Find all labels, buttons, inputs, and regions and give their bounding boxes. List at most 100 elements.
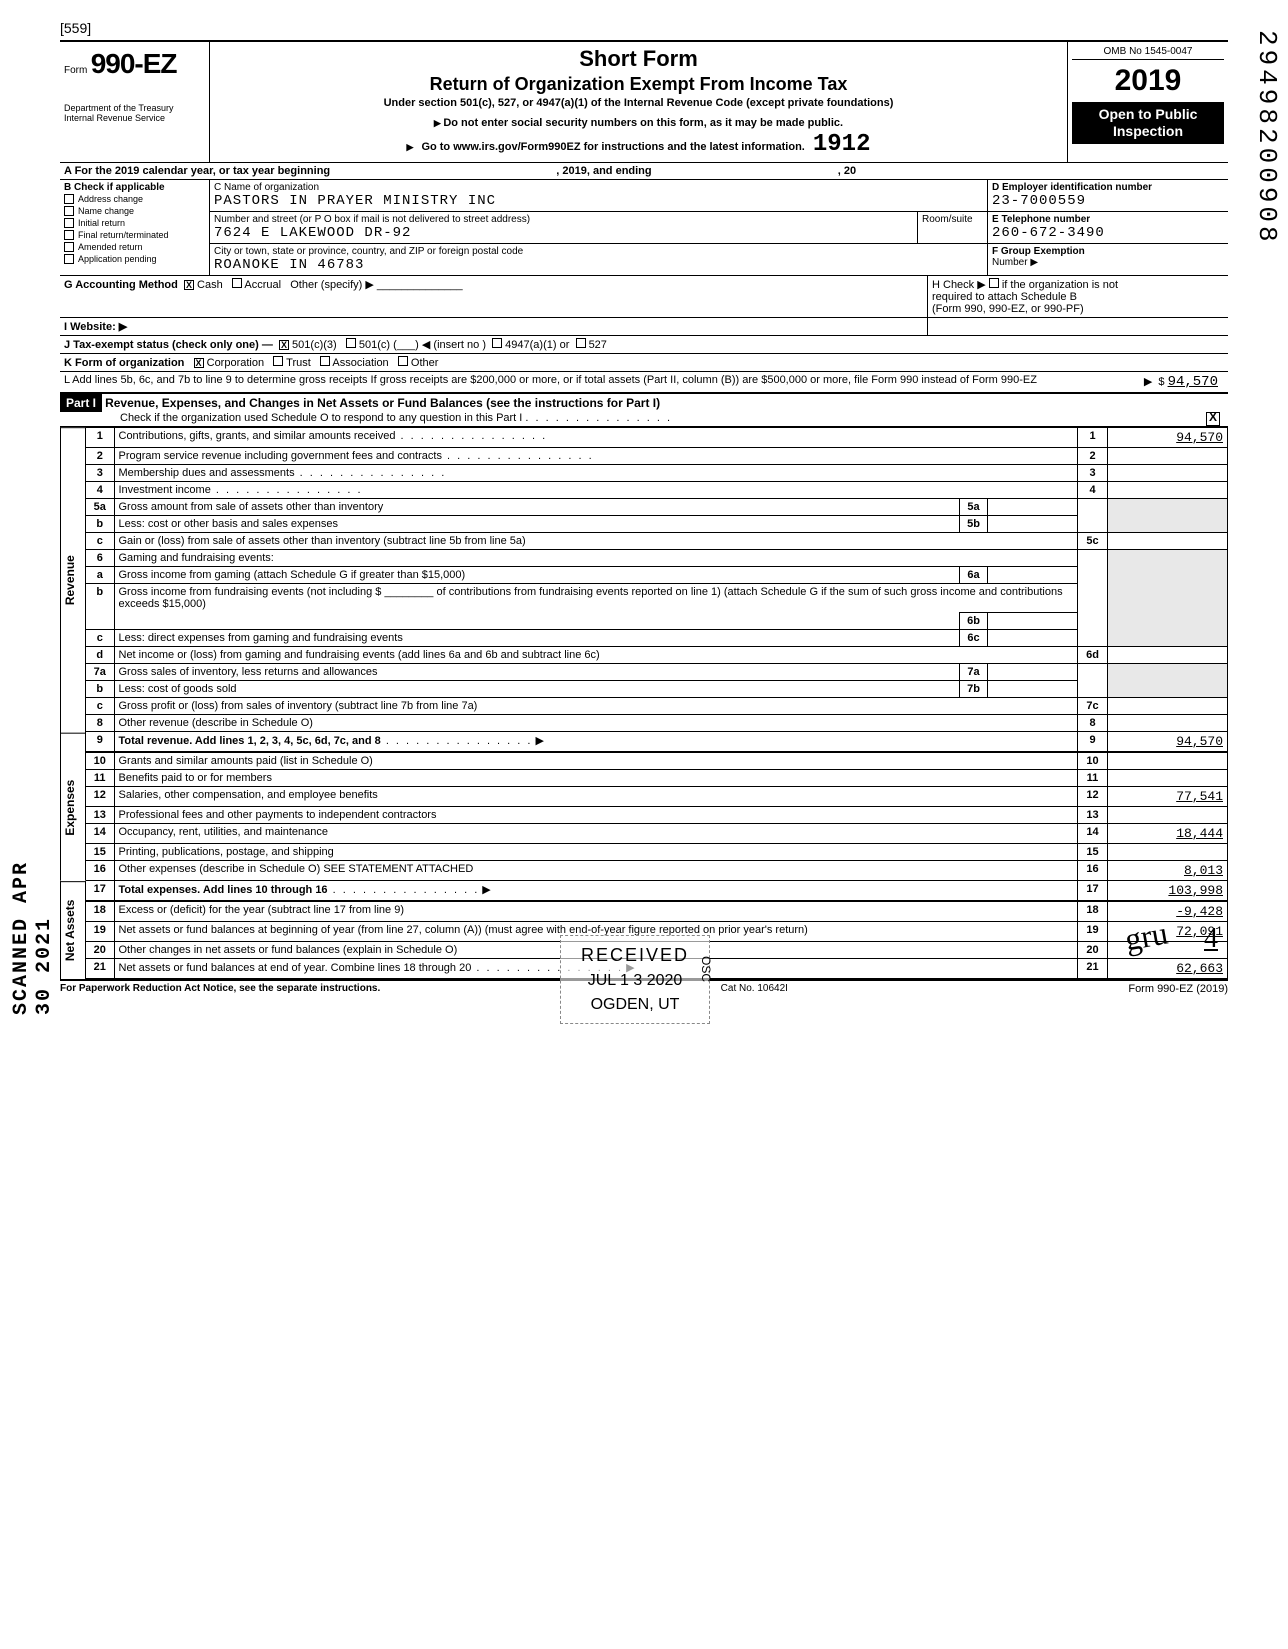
room-label: Room/suite <box>922 214 983 225</box>
handwritten-page-number: 4 <box>1204 923 1218 955</box>
line-7a: 7aGross sales of inventory, less returns… <box>86 664 1228 681</box>
line-14: 14Occupancy, rent, utilities, and mainte… <box>86 824 1228 844</box>
line-6b-box: 6b <box>86 613 1228 630</box>
city-label: City or town, state or province, country… <box>214 246 983 257</box>
chk-schedule-o[interactable]: X <box>1206 412 1220 426</box>
handwritten-initial: gru <box>1122 915 1170 959</box>
line-13: 13Professional fees and other payments t… <box>86 807 1228 824</box>
received-location: OGDEN, UT <box>581 993 689 1017</box>
line-6b: bGross income from fundraising events (n… <box>86 584 1228 613</box>
c-label: C Name of organization <box>214 182 983 193</box>
line-2: 2Program service revenue including gover… <box>86 448 1228 465</box>
line-5b: bLess: cost or other basis and sales exp… <box>86 516 1228 533</box>
line-6a: aGross income from gaming (attach Schedu… <box>86 567 1228 584</box>
chk-4947a1[interactable] <box>492 338 502 348</box>
line-6: 6Gaming and fundraising events: <box>86 550 1228 567</box>
part1-header-row: Part I Revenue, Expenses, and Changes in… <box>60 394 1228 427</box>
scanned-stamp: SCANNED APR 30 2021 <box>10 820 56 1015</box>
check-b-column: B Check if applicable Address change Nam… <box>60 180 210 275</box>
year-cell: OMB No 1545-0047 2019 Open to Public Ins… <box>1068 42 1228 162</box>
g-label: G Accounting Method <box>64 279 178 291</box>
line-17: 17Total expenses. Add lines 10 through 1… <box>86 881 1228 902</box>
line-7b: bLess: cost of goods sold7b <box>86 681 1228 698</box>
city-value: ROANOKE IN 46783 <box>214 257 983 273</box>
line-j: J Tax-exempt status (check only one) — X… <box>60 336 1228 354</box>
form-number: 990-EZ <box>91 48 177 79</box>
h-text-4: (Form 990, 990-EZ, or 990-PF) <box>932 303 1084 315</box>
received-stamp: RECEIVED JUL 1 3 2020 OGDEN, UT OSC <box>560 935 710 1024</box>
omb-number: OMB No 1545-0047 <box>1072 46 1224 60</box>
line-5a: 5aGross amount from sale of assets other… <box>86 499 1228 516</box>
g-other: Other (specify) ▶ <box>290 279 374 291</box>
j-label: J Tax-exempt status (check only one) — <box>64 339 273 351</box>
title-cell: Short Form Return of Organization Exempt… <box>210 42 1068 162</box>
chk-corp[interactable]: X <box>194 358 204 368</box>
form-id-cell: Form 990-EZ Department of the Treasury I… <box>60 42 210 162</box>
chk-527[interactable] <box>576 338 586 348</box>
part1-check-text: Check if the organization used Schedule … <box>60 412 522 424</box>
phone-value: 260-672-3490 <box>992 225 1224 241</box>
form-prefix: Form <box>64 65 87 76</box>
chk-trust[interactable] <box>273 356 283 366</box>
line-3: 3Membership dues and assessments3 <box>86 465 1228 482</box>
line-1: 1Contributions, gifts, grants, and simil… <box>86 428 1228 448</box>
handwritten-1912: 1912 <box>813 131 871 158</box>
h-text-1: H Check ▶ <box>932 279 986 291</box>
part1-tag: Part I <box>60 394 102 412</box>
note-url: Go to www.irs.gov/Form990EZ for instruct… <box>421 141 804 153</box>
footer-mid: Cat No. 10642I <box>721 983 788 995</box>
dept-line-2: Internal Revenue Service <box>64 114 205 124</box>
subtitle: Under section 501(c), 527, or 4947(a)(1)… <box>216 97 1061 109</box>
d-label: D Employer identification number <box>992 182 1224 193</box>
chk-amended-return[interactable]: Amended return <box>64 241 205 253</box>
line-l: L Add lines 5b, 6c, and 7b to line 9 to … <box>60 372 1228 394</box>
line-12: 12Salaries, other compensation, and empl… <box>86 787 1228 807</box>
side-revenue: Revenue <box>60 427 86 733</box>
line-16: 16Other expenses (describe in Schedule O… <box>86 861 1228 881</box>
line-18: 18Excess or (deficit) for the year (subt… <box>86 901 1228 922</box>
line-5c: cGain or (loss) from sale of assets othe… <box>86 533 1228 550</box>
open-to-public: Open to Public Inspection <box>1072 102 1224 144</box>
org-name: PASTORS IN PRAYER MINISTRY INC <box>214 193 983 209</box>
side-expenses: Expenses <box>60 733 86 881</box>
chk-accrual[interactable] <box>232 278 242 288</box>
part1-title: Revenue, Expenses, and Changes in Net As… <box>105 396 660 410</box>
title-return: Return of Organization Exempt From Incom… <box>216 74 1061 95</box>
line-8: 8Other revenue (describe in Schedule O)8 <box>86 715 1228 732</box>
line-k: K Form of organization X Corporation Tru… <box>60 354 1228 372</box>
line-4: 4Investment income4 <box>86 482 1228 499</box>
side-net-assets: Net Assets <box>60 881 86 979</box>
lines-section: Revenue Expenses Net Assets 1Contributio… <box>60 427 1228 979</box>
lines-table: 1Contributions, gifts, grants, and simil… <box>86 427 1228 979</box>
page-reference: [559] <box>60 20 1228 36</box>
line-7c: cGross profit or (loss) from sales of in… <box>86 698 1228 715</box>
chk-name-change[interactable]: Name change <box>64 205 205 217</box>
i-label: I Website: ▶ <box>64 321 127 333</box>
note-ssn: Do not enter social security numbers on … <box>216 117 1061 129</box>
chk-501c[interactable] <box>346 338 356 348</box>
line-a: A For the 2019 calendar year, or tax yea… <box>60 163 1228 180</box>
footer-right: Form 990-EZ (2019) <box>1128 983 1228 995</box>
chk-other-org[interactable] <box>398 356 408 366</box>
l-text: L Add lines 5b, 6c, and 7b to line 9 to … <box>64 374 1037 386</box>
chk-final-return[interactable]: Final return/terminated <box>64 229 205 241</box>
chk-501c3[interactable]: X <box>279 340 289 350</box>
chk-application-pending[interactable]: Application pending <box>64 253 205 265</box>
chk-h[interactable] <box>989 278 999 288</box>
line-i: I Website: ▶ <box>60 318 1228 336</box>
received-text: RECEIVED <box>581 942 689 969</box>
ein-value: 23-7000559 <box>992 193 1224 209</box>
line-a-mid: , 2019, and ending <box>556 165 651 177</box>
chk-initial-return[interactable]: Initial return <box>64 217 205 229</box>
chk-address-change[interactable]: Address change <box>64 193 205 205</box>
title-short-form: Short Form <box>216 46 1061 72</box>
chk-cash[interactable]: X <box>184 280 194 290</box>
line-10: 10Grants and similar amounts paid (list … <box>86 752 1228 770</box>
line-11: 11Benefits paid to or for members11 <box>86 770 1228 787</box>
form-header: Form 990-EZ Department of the Treasury I… <box>60 40 1228 163</box>
line-6d: dNet income or (loss) from gaming and fu… <box>86 647 1228 664</box>
line-g-h: G Accounting Method X Cash Accrual Other… <box>60 276 1228 318</box>
chk-assoc[interactable] <box>320 356 330 366</box>
e-label: E Telephone number <box>992 214 1224 225</box>
street-label: Number and street (or P O box if mail is… <box>214 214 913 225</box>
